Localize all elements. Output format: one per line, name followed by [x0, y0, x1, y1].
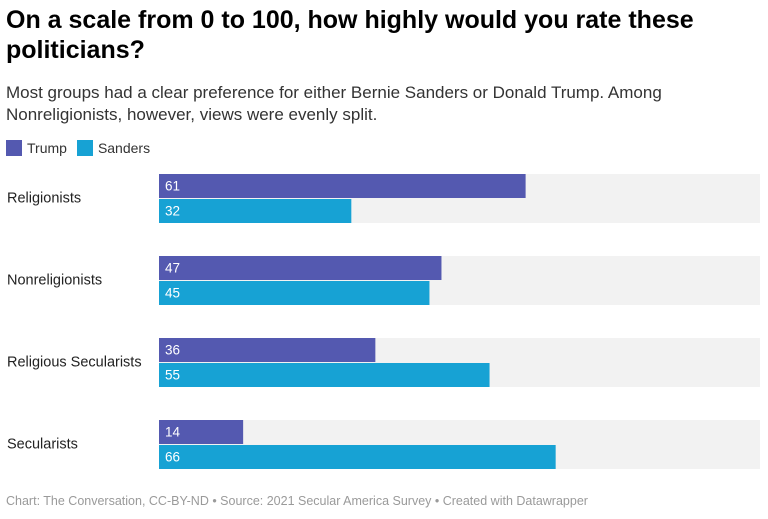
value-label-sanders-religionists: 32: [165, 204, 180, 219]
value-label-trump-religious-secularists: 36: [165, 343, 180, 358]
value-label-sanders-religious-secularists: 55: [165, 368, 180, 383]
bar-sanders-religionists: [159, 199, 352, 223]
value-label-trump-nonreligionists: 47: [165, 261, 180, 276]
bar-sanders-religious-secularists: [159, 363, 490, 387]
category-label-religionists: Religionists: [7, 191, 81, 207]
bar-trump-nonreligionists: [159, 256, 442, 280]
legend-item-trump: Trump: [6, 140, 67, 156]
value-label-trump-secularists: 14: [165, 425, 181, 440]
bar-sanders-nonreligionists: [159, 281, 430, 305]
legend-swatch-trump: [6, 140, 22, 156]
bar-trump-religionists: [159, 174, 526, 198]
value-label-sanders-secularists: 66: [165, 450, 180, 465]
bar-sanders-secularists: [159, 445, 556, 469]
legend-swatch-sanders: [76, 140, 93, 156]
category-label-religious-secularists: Religious Secularists: [7, 355, 142, 371]
legend-item-sanders: Sanders: [76, 140, 151, 156]
chart-footer: Chart: The Conversation, CC-BY-ND • Sour…: [6, 494, 588, 508]
bar-trump-religious-secularists: [159, 338, 376, 362]
legend: Trump Sanders: [6, 139, 160, 157]
legend-label-sanders: Sanders: [97, 140, 151, 156]
category-label-secularists: Secularists: [7, 437, 78, 453]
legend-label-trump: Trump: [27, 140, 67, 156]
value-label-trump-religionists: 61: [165, 179, 180, 194]
bar-trump-secularists: [159, 420, 244, 444]
chart-subtitle: Most groups had a clear preference for e…: [6, 83, 662, 124]
value-label-sanders-nonreligionists: 45: [165, 286, 180, 301]
category-label-nonreligionists: Nonreligionists: [7, 273, 102, 289]
chart-title: On a scale from 0 to 100, how highly wou…: [6, 6, 694, 64]
